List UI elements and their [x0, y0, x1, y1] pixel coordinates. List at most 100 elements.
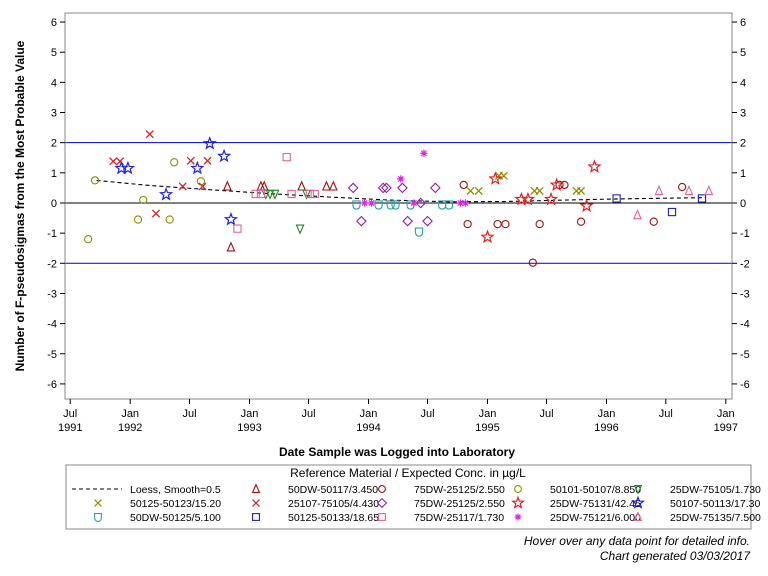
- y-tick-label-right: -1: [740, 228, 750, 240]
- data-point: [226, 241, 236, 252]
- y-tick-label: -1: [47, 228, 57, 240]
- legend-marker: [252, 513, 260, 521]
- x-tick-label: Jul: [539, 408, 553, 420]
- data-point: [480, 229, 495, 244]
- data-point: [535, 186, 544, 195]
- data-point: [328, 180, 338, 191]
- data-point: [397, 182, 408, 194]
- data-point: [528, 258, 537, 267]
- y-tick-label: -4: [47, 319, 57, 331]
- legend-label: 50107-50113/17.30: [670, 498, 760, 510]
- x-tick-label: Jul: [420, 408, 434, 420]
- y-tick-label-right: -2: [740, 258, 750, 270]
- legend-marker: [514, 485, 522, 493]
- legend-label: 75DW-25125/2.550: [414, 498, 505, 510]
- data-point: [501, 219, 510, 229]
- y-tick-label-right: 5: [740, 47, 746, 59]
- y-tick-label-right: 1: [740, 168, 746, 180]
- x-tick-label: Jan: [360, 408, 378, 420]
- y-tick-label: -5: [47, 349, 57, 361]
- data-point: [360, 199, 369, 207]
- y-tick-label: 6: [51, 17, 57, 29]
- legend-label: 50125-50133/18.65: [288, 512, 379, 524]
- data-point: [377, 182, 389, 194]
- data-point: [402, 215, 414, 227]
- x-tick-year-label: 1994: [356, 422, 380, 434]
- legend-marker: [94, 513, 102, 522]
- data-point: [444, 200, 454, 210]
- x-tick-label: Jul: [301, 408, 315, 420]
- data-point: [198, 182, 207, 191]
- y-tick-label-right: 2: [740, 138, 746, 150]
- legend-item: 25107-75105/4.430: [252, 498, 379, 510]
- legend-marker: [633, 511, 643, 521]
- legend-label: 25DW-75131/42.45: [550, 498, 641, 510]
- data-point: [310, 189, 319, 199]
- data-point: [186, 156, 195, 165]
- data-point: [133, 215, 143, 224]
- data-point: [287, 189, 296, 199]
- x-tick-label: Jan: [717, 408, 735, 420]
- data-point: [165, 215, 174, 224]
- y-tick-label: 1: [51, 168, 57, 180]
- x-tick-label: Jul: [659, 408, 673, 420]
- data-point: [612, 194, 621, 203]
- y-tick-label-right: 6: [740, 17, 746, 29]
- data-point: [543, 191, 559, 206]
- data-point: [649, 217, 658, 226]
- data-point: [203, 156, 212, 165]
- y-tick-label: -2: [47, 258, 57, 270]
- legend-item: 50125-50133/18.65: [252, 512, 379, 524]
- hover-note: Hover over any data point for detailed i…: [524, 534, 750, 548]
- legend-marker: [511, 495, 525, 509]
- x-tick-year-label: 1992: [118, 422, 142, 434]
- data-point: [677, 182, 687, 192]
- legend-item: 50DW-50125/5.100: [94, 512, 221, 524]
- y-tick-label: -3: [47, 288, 57, 300]
- data-point: [520, 191, 536, 206]
- loess-curve: [96, 179, 706, 203]
- data-point: [463, 219, 472, 229]
- y-tick-label-right: -6: [740, 379, 750, 391]
- data-point: [83, 235, 93, 244]
- legend-item: 25DW-75135/7.500: [633, 511, 761, 524]
- data-point: [222, 180, 232, 191]
- x-tick-year-label: 1991: [58, 422, 82, 434]
- plot-frame: [64, 12, 733, 400]
- y-tick-label: 2: [51, 138, 57, 150]
- data-point: [170, 158, 179, 167]
- data-point: [461, 199, 469, 207]
- legend-marker: [633, 485, 643, 495]
- legend-marker: [631, 495, 645, 509]
- legend-item: 25DW-75105/1.730: [633, 484, 761, 496]
- x-tick-year-label: 1993: [237, 422, 261, 434]
- data-point: [535, 219, 544, 229]
- legend-label: 75DW-25125/2.550: [414, 484, 505, 496]
- data-point: [549, 177, 564, 191]
- data-point: [90, 176, 100, 185]
- data-point: [109, 157, 118, 166]
- legend-marker: [252, 499, 260, 507]
- data-point: [120, 160, 136, 175]
- legend-label: 25107-75105/4.430: [288, 498, 379, 510]
- y-tick-label: -6: [47, 379, 57, 391]
- data-point: [474, 186, 483, 195]
- legend-label: 50DW-50117/3.450: [288, 484, 378, 496]
- y-tick-label: 5: [51, 47, 57, 59]
- legend-label: 25DW-75105/1.730: [670, 484, 761, 496]
- data-point: [499, 171, 508, 180]
- data-point: [493, 219, 502, 229]
- data-point: [697, 194, 707, 203]
- data-point: [256, 189, 266, 199]
- data-point: [429, 182, 441, 194]
- data-point: [352, 200, 361, 210]
- data-point: [488, 171, 503, 185]
- legend-label: 75DW-25117/1.730: [414, 512, 504, 524]
- legend-frame: [65, 464, 752, 530]
- legend-item: 50125-50123/15.20: [94, 498, 221, 510]
- y-axis-title: Number of F-pseudosigmas from the Most P…: [13, 40, 27, 371]
- data-point: [633, 209, 642, 220]
- data-point: [145, 130, 154, 139]
- legend-label: 50101-50107/8.850: [550, 484, 641, 496]
